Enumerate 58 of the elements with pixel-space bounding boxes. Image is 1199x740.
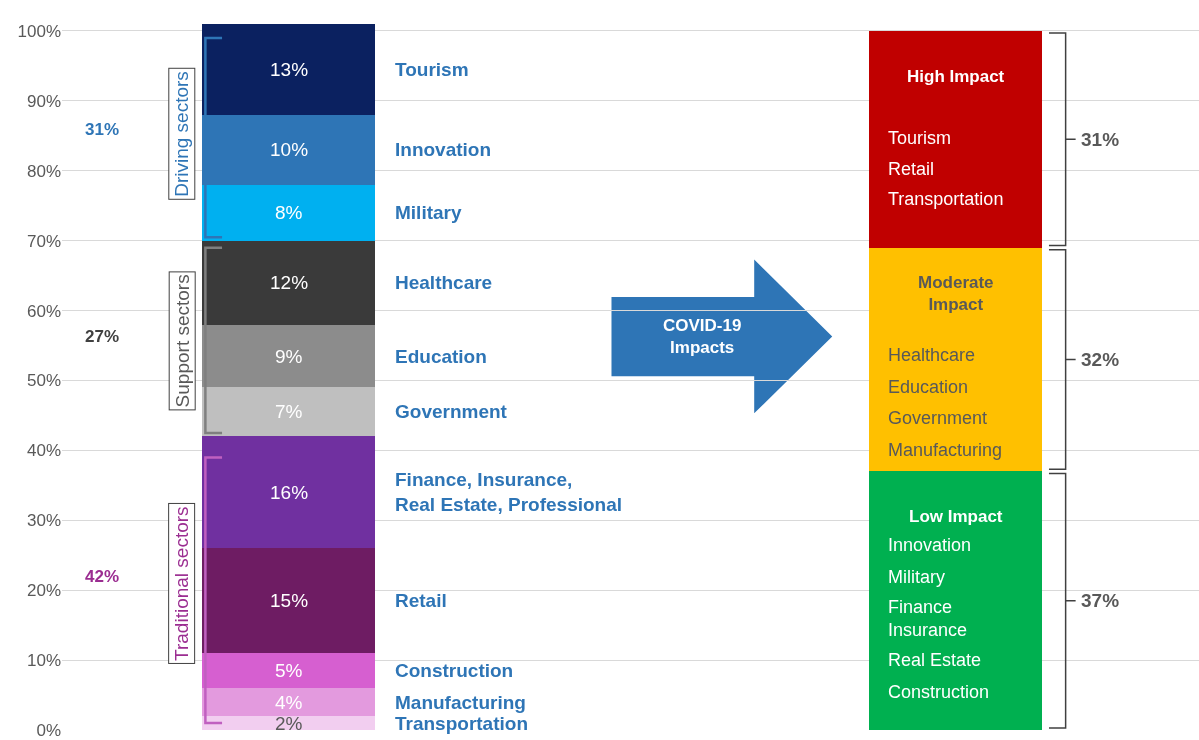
y-tick-label: 10% [26, 651, 61, 671]
series-label: High Impact [907, 67, 1005, 86]
y-tick-label: 90% [26, 91, 61, 111]
annotation: Finance, Insurance, Real Estate, Professional [395, 469, 623, 515]
annotation: 42% [85, 567, 120, 586]
data-label: 2% [275, 713, 303, 734]
annotation: Healthcare [395, 272, 493, 293]
annotation: Innovation [395, 139, 492, 160]
annotation: 27% [85, 327, 120, 346]
data-label: 4% [275, 692, 303, 713]
annotation: Construction [888, 682, 990, 702]
annotation: Transportation [888, 189, 1004, 209]
data-label: 9% [275, 346, 303, 367]
annotation: Retail [395, 590, 447, 611]
y-tick-label: 60% [26, 301, 61, 321]
annotation: Tourism [888, 128, 952, 148]
data-label: 16% [270, 482, 309, 503]
annotation: Military [395, 202, 462, 223]
annotation: Healthcare [888, 345, 976, 365]
annotation: Military [888, 567, 945, 587]
y-tick-label: 70% [26, 231, 61, 251]
annotation: 37% [1081, 590, 1120, 611]
annotation: Driving sectors [171, 71, 193, 197]
annotation: Real Estate [888, 650, 982, 670]
data-label: 12% [270, 272, 309, 293]
annotation: Government [395, 401, 508, 422]
data-label: 13% [270, 59, 309, 80]
series-label: Moderate Impact [918, 273, 994, 315]
annotation: Manufacturing [888, 440, 1003, 460]
annotation: Government [888, 408, 988, 428]
data-label: 15% [270, 590, 309, 611]
y-tick-label: 80% [26, 161, 61, 181]
annotation: 31% [1081, 129, 1120, 150]
data-label: 10% [270, 139, 309, 160]
data-label: 5% [275, 660, 303, 681]
annotation: 31% [85, 120, 120, 139]
series-label: Low Impact [909, 507, 1003, 526]
annotation: Traditional sectors [171, 506, 193, 661]
annotation: 32% [1081, 349, 1120, 370]
annotation: Construction [395, 660, 514, 681]
annotation: COVID-19 Impacts [663, 316, 742, 358]
annotation: Tourism [395, 59, 469, 80]
annotation: Finance Insurance [888, 597, 968, 641]
annotation: Support sectors [171, 274, 193, 408]
annotation: Manufacturing [395, 692, 526, 713]
annotation: Education [888, 377, 969, 397]
annotation: Innovation [888, 535, 972, 555]
y-tick-label: 40% [26, 441, 61, 461]
data-label: 7% [275, 401, 303, 422]
annotation: Retail [888, 159, 935, 179]
annotation: Transportation [395, 713, 529, 734]
data-label: 8% [275, 202, 303, 223]
y-tick-label: 50% [26, 371, 61, 391]
y-tick-label: 20% [26, 581, 61, 601]
annotation: Education [395, 346, 487, 367]
y-tick-label: 0% [36, 720, 61, 740]
y-tick-label: 100% [17, 21, 61, 41]
y-tick-label: 30% [26, 511, 61, 531]
